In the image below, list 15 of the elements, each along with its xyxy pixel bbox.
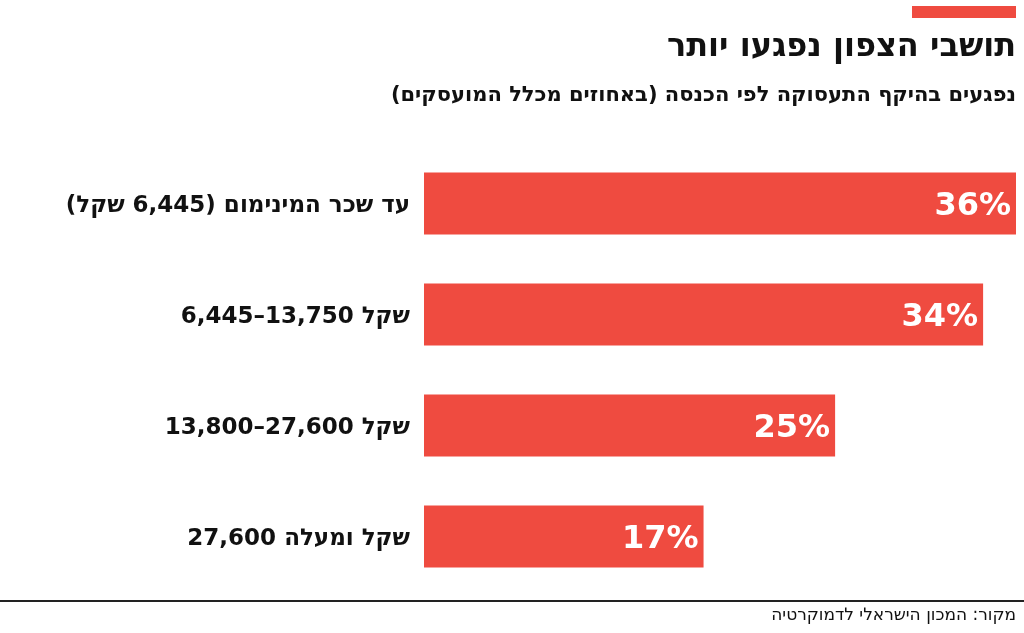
data-label: 34%: [901, 295, 979, 334]
bar: [424, 172, 1016, 235]
data-label: 25%: [753, 406, 831, 445]
chart-title: תושבי הצפון נפגעו יותר: [666, 26, 1016, 64]
data-label: 36%: [934, 184, 1011, 223]
chart-subtitle: נפגעים בהיקף התעסוקה לפי הכנסה (באחוזים מכלל המועסקים): [390, 82, 1016, 106]
bar: [424, 505, 704, 568]
bar: [424, 283, 984, 346]
data-label: 17%: [621, 517, 699, 556]
text: מקור: המכון הישראלי לדמוקרטיה: [771, 604, 1016, 624]
y-tick-label: 13,800–27,600 שקל: [164, 412, 411, 440]
bar: [424, 394, 836, 457]
y-tick-label: 6,445–13,750 שקל: [180, 301, 411, 329]
y-tick-label: 27,600 שקל ומעלה: [187, 523, 411, 551]
y-tick-label: עד שכר המינימום (6,445 שקל): [65, 190, 410, 218]
